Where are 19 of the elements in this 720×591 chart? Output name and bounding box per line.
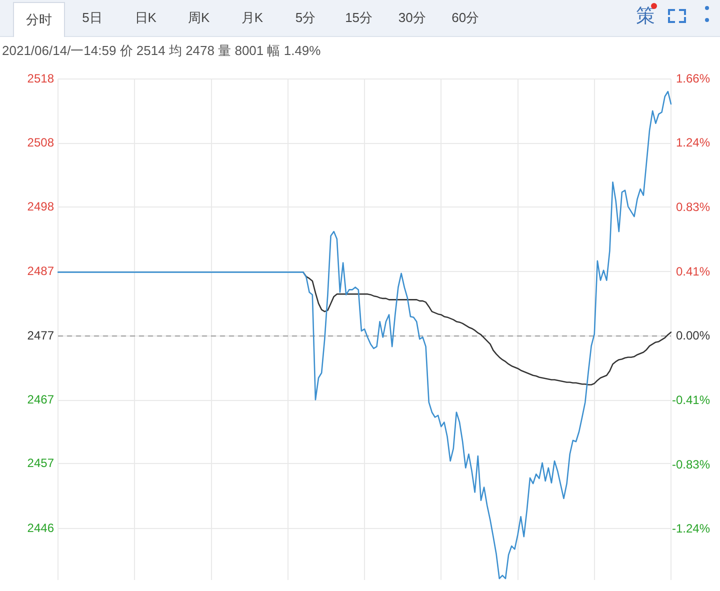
y-tick-label: 2477 <box>27 328 54 342</box>
tab-bar: 分时 5日 日K 周K 月K 5分 15分 30分 60分 策 <box>0 0 720 37</box>
y2-tick-label: 0.00% <box>676 328 710 343</box>
y-tick-label: 2498 <box>27 199 54 214</box>
y2-tick-label: 0.83% <box>676 200 710 214</box>
y2-tick-label: -0.83% <box>672 457 710 472</box>
y2-tick-label: 1.66% <box>676 71 710 86</box>
y-tick-label: 2508 <box>27 136 54 150</box>
y-tick-label: 2457 <box>27 456 54 470</box>
y-tick-label: 2487 <box>27 264 54 278</box>
y-tick-label: 2467 <box>27 392 54 407</box>
selected-tab: 分时 <box>13 2 65 37</box>
y2-tick-label: 1.24% <box>676 136 710 150</box>
y2-tick-label: -0.41% <box>672 393 710 408</box>
y2-tick-label: 0.41% <box>676 264 710 278</box>
y-tick-label: 2446 <box>27 520 54 535</box>
y2-tick-label: -1.24% <box>672 522 710 536</box>
chart-title: 2021/06/14/一14:59 价 2514 均 2478 量 8001 幅 1.49% <box>2 43 321 59</box>
y-tick-label: 2518 <box>27 71 54 86</box>
